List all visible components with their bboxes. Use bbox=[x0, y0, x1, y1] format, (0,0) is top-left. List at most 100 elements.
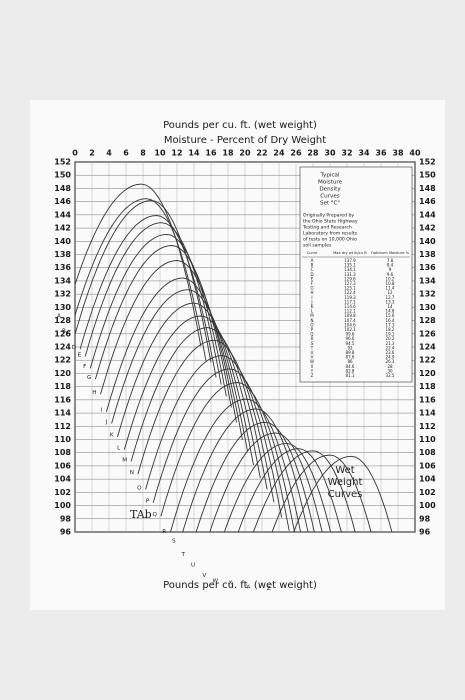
table-cell: U bbox=[311, 350, 314, 355]
table-cell: S bbox=[311, 341, 314, 346]
y-tick-label-right: 106 bbox=[419, 461, 436, 470]
y-tick-label: 104 bbox=[54, 475, 71, 484]
table-cell: 125.1 bbox=[344, 286, 356, 291]
moisture-density-curve bbox=[252, 450, 356, 532]
moisture-density-curve bbox=[152, 368, 290, 531]
y-tick-label-right: 136 bbox=[419, 263, 436, 272]
legend-title: Moisture bbox=[318, 180, 343, 186]
moisture-density-curve bbox=[84, 222, 222, 385]
y-tick-label-right: 130 bbox=[419, 303, 436, 312]
table-cell: F bbox=[311, 281, 314, 286]
table-header: Optimum Moisture % bbox=[371, 251, 410, 255]
x-tick-label: 16 bbox=[205, 149, 217, 158]
table-cell: B bbox=[311, 263, 314, 268]
y-tick-label-right: 132 bbox=[419, 290, 436, 299]
curve-letter: A bbox=[57, 314, 61, 320]
x-tick-label: 26 bbox=[290, 149, 302, 158]
table-cell: 84.6 bbox=[346, 364, 355, 369]
y-tick-label: 140 bbox=[54, 237, 71, 246]
table-cell: 92 bbox=[347, 345, 353, 350]
table-header: Curve bbox=[307, 251, 318, 255]
x-tick-label: 20 bbox=[239, 149, 251, 158]
table-cell: 7.8 bbox=[387, 258, 394, 263]
note: the Ohio State Highway bbox=[303, 219, 358, 225]
x-tick-label: 12 bbox=[171, 149, 182, 158]
table-cell: I bbox=[311, 295, 312, 300]
table-cell: W bbox=[310, 359, 314, 364]
curve-letter: F bbox=[83, 364, 86, 370]
moisture-density-curve bbox=[75, 198, 207, 361]
y-tick-label-right: 142 bbox=[419, 224, 436, 233]
table-cell: 19.1 bbox=[386, 332, 395, 337]
moisture-density-curve bbox=[271, 454, 372, 532]
y-tick-label-right: 104 bbox=[419, 475, 436, 484]
table-cell: 14.8 bbox=[386, 309, 395, 314]
y-tick-label: 108 bbox=[54, 448, 71, 457]
x-tick-label: 30 bbox=[324, 149, 336, 158]
y-tick-label: 96 bbox=[60, 528, 72, 537]
table-cell: X bbox=[311, 364, 314, 369]
y-tick-label-right: 110 bbox=[419, 435, 436, 444]
table-cell: 8.4 bbox=[387, 263, 394, 268]
table-cell: 127.3 bbox=[344, 281, 356, 286]
table-cell: 112.1 bbox=[344, 309, 356, 314]
table-cell: 104.6 bbox=[344, 322, 356, 327]
y-tick-label: 102 bbox=[54, 488, 71, 497]
y-tick-label-right: 120 bbox=[419, 369, 436, 378]
y-tick-label-right: 100 bbox=[419, 501, 436, 510]
y-tick-label: 110 bbox=[54, 435, 71, 444]
y-tick-label: 134 bbox=[54, 276, 71, 285]
table-cell: 24.9 bbox=[386, 355, 395, 360]
table-cell: 15.6 bbox=[386, 313, 395, 318]
x-tick-label: 40 bbox=[409, 149, 421, 158]
table-cell: 16.4 bbox=[386, 318, 395, 323]
y-tick-label: 148 bbox=[54, 184, 71, 193]
y-tick-label: 136 bbox=[54, 263, 71, 272]
curve-letter: Q bbox=[152, 512, 157, 518]
table-cell: Z bbox=[311, 373, 314, 378]
table-cell: C bbox=[311, 267, 314, 272]
curve-letter: L bbox=[117, 446, 121, 452]
moisture-density-curve bbox=[137, 339, 275, 503]
curve-letter: J bbox=[105, 419, 108, 425]
legend-box: Typical Moisture Density Curves Set "C" … bbox=[299, 166, 413, 383]
curve-letter: O bbox=[137, 485, 142, 491]
x-tick-label: 36 bbox=[375, 149, 387, 158]
table-cell: 96.6 bbox=[346, 336, 355, 341]
x-tick-label: 38 bbox=[392, 149, 404, 158]
note: Testing and Research bbox=[302, 225, 352, 231]
y-tick-label-right: 144 bbox=[419, 210, 436, 219]
moisture-density-curve bbox=[105, 277, 243, 440]
y-tick-label-right: 96 bbox=[419, 528, 431, 537]
curves bbox=[75, 183, 393, 532]
y-tick-label: 124 bbox=[54, 343, 71, 352]
y-tick-label: 120 bbox=[54, 369, 71, 378]
table-cell: 82.8 bbox=[346, 368, 355, 373]
curve-letter: B bbox=[62, 328, 66, 334]
moisture-density-curve bbox=[209, 432, 323, 532]
moisture-density-curve bbox=[160, 382, 295, 532]
legend-title: Typical bbox=[319, 173, 339, 179]
moisture-density-curve bbox=[169, 398, 301, 532]
table-cell: 109.8 bbox=[344, 313, 356, 318]
table-cell: N bbox=[311, 318, 314, 323]
table-cell: K bbox=[311, 304, 314, 309]
moisture-density-curve bbox=[145, 355, 283, 518]
x-tick-label: 6 bbox=[123, 149, 129, 158]
curve-letter: G bbox=[87, 375, 91, 381]
moisture-density-curve bbox=[89, 233, 227, 397]
wet-curves-label: Weight bbox=[328, 477, 363, 488]
y-tick-label-right: 118 bbox=[419, 382, 436, 391]
x-tick-label: 22 bbox=[256, 149, 267, 158]
table-cell: 10.2 bbox=[386, 276, 395, 281]
curve-letter: P bbox=[146, 499, 150, 505]
curve-letter: D bbox=[72, 345, 76, 351]
note: of tests on 10,000 Ohio bbox=[303, 237, 357, 243]
table-cell: 81.1 bbox=[346, 373, 355, 378]
note: Laboratory from results bbox=[303, 231, 358, 237]
table-cell: 122.4 bbox=[344, 290, 356, 295]
table-cell: J bbox=[310, 299, 312, 304]
y-tick-label: 144 bbox=[54, 210, 71, 219]
y-tick-label-right: 148 bbox=[419, 184, 436, 193]
moisture-density-curve bbox=[123, 315, 261, 478]
